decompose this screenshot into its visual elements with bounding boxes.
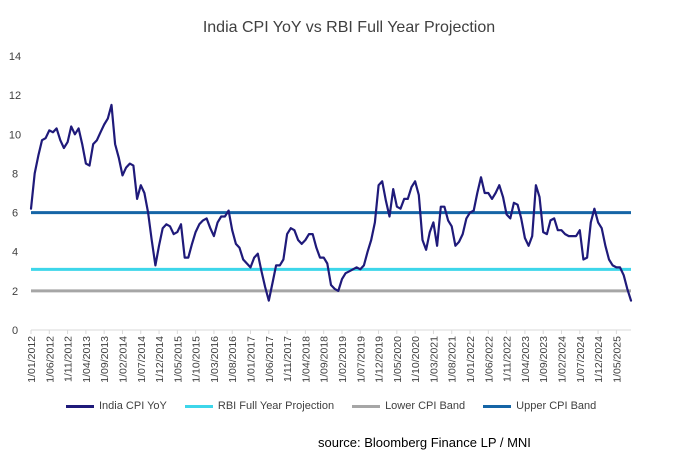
reference-lines [31,211,631,293]
x-tick-label: 1/11/2022 [502,336,514,382]
x-tick-label: 1/04/2013 [81,336,93,383]
y-tick-label: 14 [9,51,21,63]
legend-label-rbi: RBI Full Year Projection [217,400,335,412]
y-tick-label: 12 [9,90,21,102]
x-tick-label: 1/03/2021 [428,336,440,383]
x-tick-label: 1/05/2020 [392,336,404,383]
x-tick-label: 1/02/2019 [337,336,349,383]
legend-label-cpi: India CPI YoY [99,400,167,412]
x-tick-label: 1/10/2020 [410,336,422,383]
x-tick-label: 1/11/2017 [282,336,294,382]
y-axis: 0 2 4 6 8 10 12 14 [9,51,21,337]
y-tick-label: 10 [9,129,21,141]
y-tick-label: 2 [12,286,18,298]
x-tick-label: 1/11/2012 [63,336,75,382]
series-line-india-cpi-yoy [29,103,633,302]
legend-swatch-lower [352,404,381,408]
x-tick-label: 1/04/2023 [520,336,532,383]
legend-swatch-upper [483,404,512,408]
series-lines [29,103,633,302]
legend-label-upper: Upper CPI Band [516,400,597,412]
x-tick-label: 1/02/2014 [117,336,129,383]
x-tick-label: 1/06/2012 [44,336,56,383]
x-tick-label: 1/10/2015 [191,336,203,383]
legend-swatch-rbi [184,404,213,408]
x-tick-label: 1/09/2018 [319,336,331,383]
y-tick-label: 4 [12,247,18,259]
y-tick-label: 8 [12,168,18,180]
x-tick-label: 1/04/2018 [300,336,312,383]
x-tick-label: 1/07/2014 [136,336,148,383]
chart-title: India CPI YoY vs RBI Full Year Projectio… [202,19,496,36]
x-tick-label: 1/01/2022 [465,336,477,383]
x-tick-label: 1/12/2024 [593,336,605,383]
source-note: source: Bloomberg Finance LP / MNI [318,435,531,450]
x-tick-label: 1/12/2014 [154,336,166,383]
legend-item-lower: Lower CPI Band [352,400,465,412]
x-tick-label: 1/05/2015 [172,336,184,383]
x-tick-label: 1/07/2024 [575,336,587,383]
x-tick-label: 1/08/2021 [447,336,459,383]
y-tick-label: 6 [12,208,18,220]
x-tick-label: 1/09/2013 [99,336,111,383]
legend-item-cpi: India CPI YoY [66,400,167,412]
x-tick-label: 1/12/2019 [374,336,386,383]
x-tick-label: 1/07/2019 [355,336,367,383]
x-tick-label: 1/01/2012 [26,336,38,383]
legend-item-rbi: RBI Full Year Projection [184,400,335,412]
legend-swatch-cpi [66,404,94,408]
x-tick-label: 1/02/2024 [556,336,568,383]
x-tick-label: 1/05/2025 [611,336,623,383]
x-tick-label: 1/08/2016 [227,336,239,383]
x-tick-label: 1/03/2016 [209,336,221,383]
x-axis: 1/01/2012 1/06/2012 1/11/2012 1/04/2013 1/09… [26,329,631,383]
x-tick-label: 1/09/2023 [538,336,550,383]
legend-label-lower: Lower CPI Band [385,400,466,412]
x-tick-label: 1/06/2017 [264,336,276,383]
y-tick-label: 0 [12,325,18,337]
legend: India CPI YoY RBI Full Year Projection L… [66,400,614,412]
x-tick-label: 1/01/2017 [246,336,258,383]
x-tick-label: 1/06/2022 [483,336,495,383]
legend-item-upper: Upper CPI Band [483,400,596,412]
